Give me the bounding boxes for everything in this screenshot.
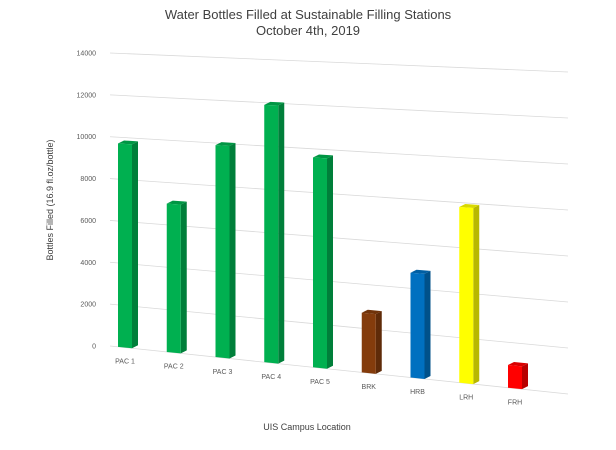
bar-top-face — [313, 154, 333, 159]
bar-top-face — [410, 269, 431, 274]
bar-front-face — [313, 157, 327, 369]
bar-side-face — [229, 142, 236, 359]
bar-front-face — [264, 104, 279, 364]
bar-pac-2 — [166, 200, 187, 354]
y-tick-label: 12000 — [77, 92, 97, 99]
bar-front-face — [215, 145, 230, 359]
bars — [118, 101, 528, 390]
bar-top-face — [508, 361, 528, 367]
x-tick-label: BRK — [362, 384, 377, 391]
bar-pac-1 — [118, 140, 138, 349]
x-tick-label: PAC 3 — [213, 369, 233, 376]
chart-title: Water Bottles Filled at Sustainable Fill… — [164, 7, 452, 22]
bar-top-face — [166, 200, 187, 205]
x-axis-ticks: PAC 1 PAC 2 PAC 3 PAC 4 PAC 5 BRK HRB LRH FRH — [115, 359, 522, 407]
y-tick-label: 8000 — [80, 176, 96, 183]
chart-subtitle: October 4th, 2019 — [255, 23, 361, 38]
bar-hrb — [410, 269, 431, 379]
x-tick-label: FRH — [508, 399, 522, 406]
x-tick-label: PAC 5 — [310, 379, 330, 386]
gridline — [109, 52, 569, 73]
bar-pac-4 — [264, 101, 285, 364]
x-tick-label: PAC 1 — [115, 359, 135, 366]
y-tick-label: 14000 — [77, 51, 97, 58]
gridline — [109, 345, 569, 395]
x-tick-label: PAC 4 — [261, 374, 281, 381]
gridline — [109, 94, 569, 119]
x-axis-title: UIS Campus Location — [263, 422, 351, 432]
x-tick-label: LRH — [459, 394, 473, 401]
bar-side-face — [327, 155, 333, 369]
gridline — [109, 178, 569, 211]
bar-frh — [508, 361, 528, 390]
y-axis-title: Bottles Filled (16.9 fl.oz/bottle) — [45, 139, 55, 260]
gridline — [109, 136, 569, 165]
bar-front-face — [361, 312, 376, 374]
chart-title-block: Water Bottles Filled at Sustainable Fill… — [0, 7, 616, 39]
y-axis-ticks: 0 2000 4000 6000 8000 10000 12000 14000 — [77, 51, 97, 351]
bar-side-face — [278, 102, 285, 364]
bar-side-face — [132, 141, 138, 349]
bar-top-face — [264, 101, 285, 106]
bar-front-face — [508, 364, 522, 390]
bar-side-face — [180, 201, 187, 354]
y-tick-label: 10000 — [77, 134, 97, 141]
bar-brk — [361, 309, 382, 374]
x-tick-label: PAC 2 — [164, 364, 184, 371]
y-tick-label: 4000 — [80, 260, 96, 267]
bar-front-face — [459, 207, 474, 385]
bar-pac-3 — [215, 142, 236, 359]
y-tick-label: 2000 — [80, 302, 96, 309]
bar-front-face — [410, 272, 425, 379]
x-tick-label: HRB — [410, 389, 425, 396]
bar-top-face — [361, 309, 382, 315]
y-tick-label: 0 — [92, 344, 96, 351]
bar-side-face — [375, 311, 382, 374]
bar-front-face — [166, 203, 181, 354]
y-tick-label: 6000 — [80, 218, 96, 225]
bar-top-face — [215, 142, 236, 146]
bar-side-face — [473, 205, 480, 385]
bar-top-face — [459, 204, 480, 209]
bar-pac-5 — [313, 154, 333, 369]
bar-top-face — [118, 140, 138, 145]
bar-side-face — [424, 270, 431, 379]
bar-lrh — [459, 204, 480, 385]
bar-side-face — [522, 363, 528, 390]
bar-front-face — [118, 143, 132, 349]
